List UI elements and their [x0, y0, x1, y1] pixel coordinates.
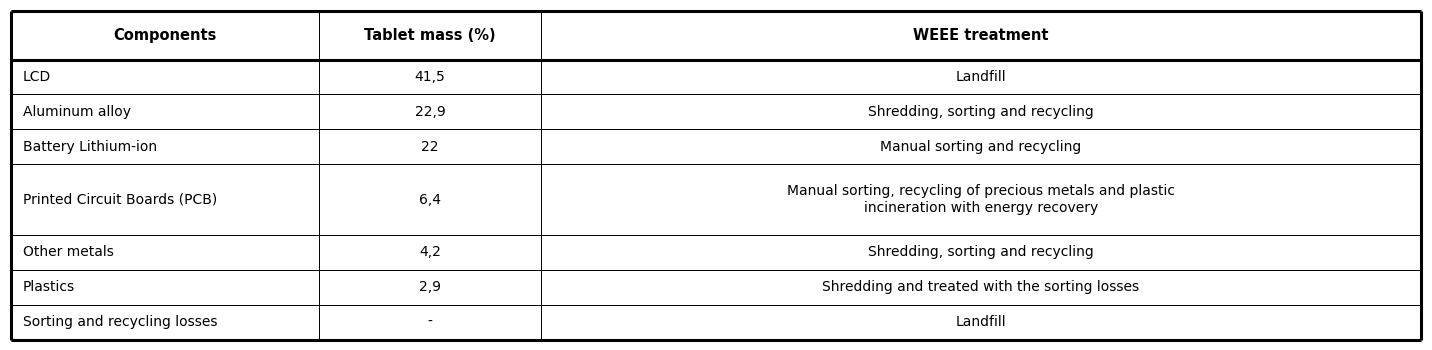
Text: Manual sorting and recycling: Manual sorting and recycling	[881, 140, 1081, 154]
Text: WEEE treatment: WEEE treatment	[914, 28, 1048, 42]
Text: Shredding, sorting and recycling: Shredding, sorting and recycling	[868, 105, 1094, 119]
Text: LCD: LCD	[23, 70, 52, 84]
Text: 2,9: 2,9	[420, 280, 441, 294]
Text: Battery Lithium-ion: Battery Lithium-ion	[23, 140, 158, 154]
Text: 4,2: 4,2	[420, 245, 441, 259]
Text: Plastics: Plastics	[23, 280, 74, 294]
Text: Landfill: Landfill	[955, 315, 1007, 329]
Text: 41,5: 41,5	[415, 70, 445, 84]
Text: Other metals: Other metals	[23, 245, 113, 259]
Text: -: -	[428, 315, 432, 329]
Text: 22: 22	[421, 140, 438, 154]
Text: Landfill: Landfill	[955, 70, 1007, 84]
Text: Aluminum alloy: Aluminum alloy	[23, 105, 130, 119]
Text: Sorting and recycling losses: Sorting and recycling losses	[23, 315, 218, 329]
Text: Manual sorting, recycling of precious metals and plastic
incineration with energ: Manual sorting, recycling of precious me…	[788, 184, 1174, 216]
Text: Shredding and treated with the sorting losses: Shredding and treated with the sorting l…	[822, 280, 1140, 294]
Text: Tablet mass (%): Tablet mass (%)	[364, 28, 495, 42]
Text: Components: Components	[113, 28, 216, 42]
Text: Printed Circuit Boards (PCB): Printed Circuit Boards (PCB)	[23, 193, 218, 206]
Text: 6,4: 6,4	[420, 193, 441, 206]
Text: Shredding, sorting and recycling: Shredding, sorting and recycling	[868, 245, 1094, 259]
Text: 22,9: 22,9	[415, 105, 445, 119]
